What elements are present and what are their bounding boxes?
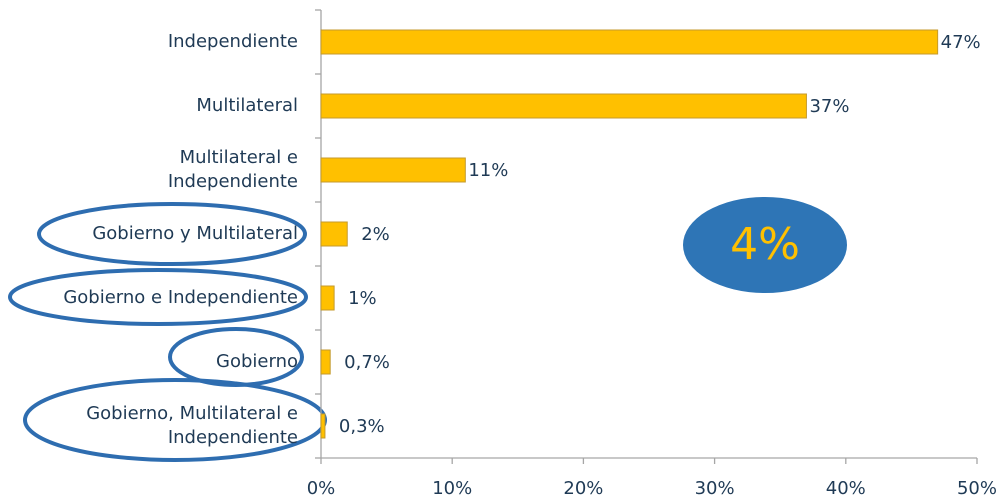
x-tick-label: 30% bbox=[695, 478, 735, 499]
data-label: 37% bbox=[809, 96, 849, 117]
annotation: 4% bbox=[730, 219, 800, 270]
data-label: 47% bbox=[941, 32, 981, 53]
y-tick-label: Gobierno y Multilateral bbox=[92, 223, 298, 244]
x-tick-label: 40% bbox=[826, 478, 866, 499]
x-tick-label: 20% bbox=[563, 478, 603, 499]
label-line: Multilateral e bbox=[180, 147, 298, 168]
label-line: Gobierno, Multilateral e bbox=[86, 403, 298, 424]
y-tick-label: Gobierno e Independiente bbox=[63, 287, 298, 308]
label-line: Independiente bbox=[168, 427, 298, 448]
x-tick-label: 50% bbox=[957, 478, 997, 499]
bar bbox=[320, 413, 326, 439]
bar bbox=[320, 29, 939, 55]
label-line: Independiente bbox=[168, 171, 298, 192]
data-label: 0,3% bbox=[339, 416, 385, 437]
data-label: 2% bbox=[361, 224, 390, 245]
bar bbox=[320, 285, 335, 311]
x-tick-label: 10% bbox=[432, 478, 472, 499]
data-label: 11% bbox=[468, 160, 508, 181]
data-label: 0,7% bbox=[344, 352, 390, 373]
data-label: 1% bbox=[348, 288, 377, 309]
y-tick-label: Multilateral bbox=[196, 95, 298, 116]
y-tick-label: Multilateral e Independiente bbox=[168, 147, 298, 192]
x-tick-label: 0% bbox=[307, 478, 336, 499]
y-tick-label: Gobierno, Multilateral e Independiente bbox=[86, 403, 298, 448]
highlight-ellipse bbox=[37, 202, 307, 266]
bar bbox=[320, 221, 348, 247]
highlight-ellipse bbox=[8, 268, 308, 326]
bar bbox=[320, 157, 466, 183]
bar bbox=[320, 93, 807, 119]
annotation-ellipse bbox=[683, 197, 847, 293]
y-tick-label: Gobierno bbox=[216, 351, 298, 372]
bar bbox=[320, 349, 331, 375]
y-tick-label: Independiente bbox=[168, 31, 298, 52]
